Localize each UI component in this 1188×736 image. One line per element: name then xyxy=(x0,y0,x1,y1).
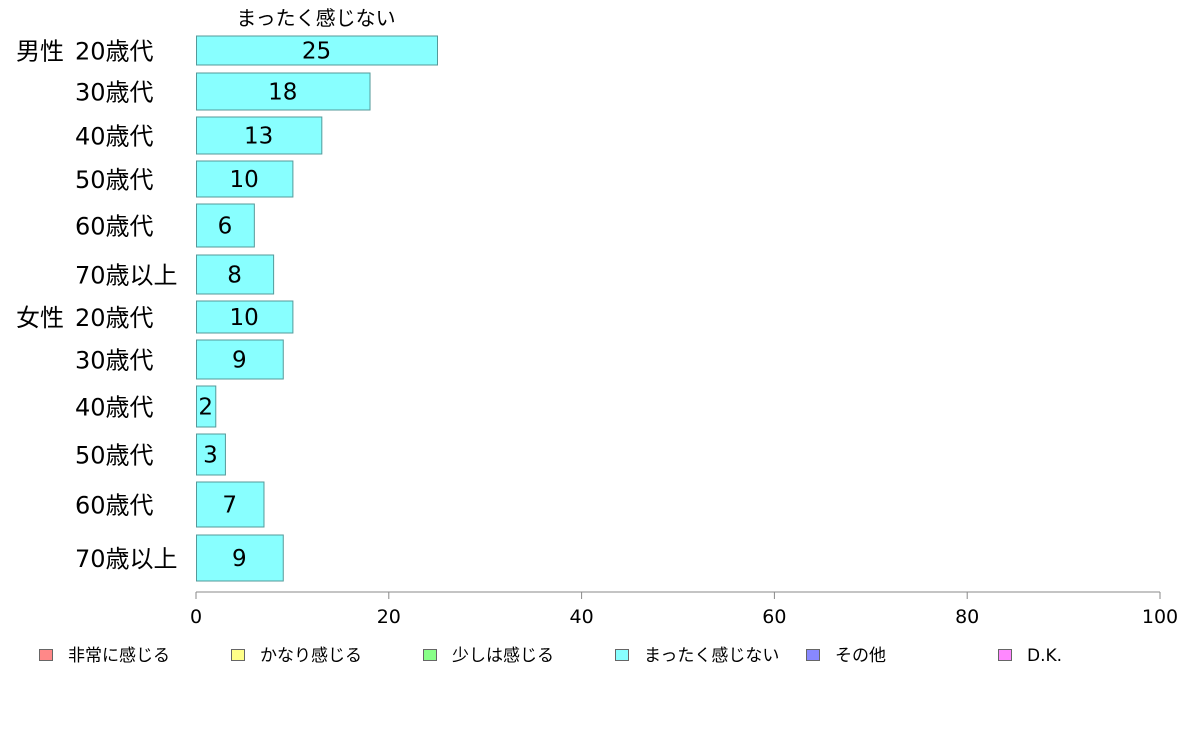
x-tick-label: 80 xyxy=(955,606,979,628)
bar-value-label: 13 xyxy=(244,124,273,150)
category-label: 30歳代 xyxy=(75,347,154,375)
bar xyxy=(196,339,284,380)
legend-swatch xyxy=(806,649,820,661)
legend-swatch xyxy=(998,649,1012,661)
bar-value-label: 25 xyxy=(302,39,331,65)
bar xyxy=(196,254,275,295)
bar xyxy=(196,160,294,198)
bar-value-label: 7 xyxy=(222,493,237,519)
chart-title: まったく感じない xyxy=(236,6,395,30)
category-label: 70歳以上 xyxy=(75,262,178,290)
bar-value-label: 10 xyxy=(230,305,259,331)
category-label: 50歳代 xyxy=(75,442,154,470)
bar xyxy=(196,300,294,334)
category-label: 40歳代 xyxy=(75,394,154,422)
bar xyxy=(196,481,265,528)
category-label: 60歳代 xyxy=(75,213,154,241)
legend-label: 少しは感じる xyxy=(452,646,554,666)
legend-swatch xyxy=(231,649,245,661)
category-label: 30歳代 xyxy=(75,79,154,107)
legend-label: まったく感じない xyxy=(644,646,779,666)
bar xyxy=(196,534,284,582)
x-tick-label: 100 xyxy=(1142,606,1178,628)
bar xyxy=(196,35,438,66)
bar-value-label: 2 xyxy=(198,395,213,421)
bars-group: 25 20歳代 18 30歳代 13 40歳代 10 50歳代 6 60歳代 8 70歳以上 10 20歳… xyxy=(16,35,438,582)
x-tick-label: 20 xyxy=(377,606,401,628)
category-label: 20歳代 xyxy=(75,38,154,66)
category-label: 60歳代 xyxy=(75,492,154,520)
bar-value-label: 3 xyxy=(203,443,218,469)
bar-value-label: 18 xyxy=(268,80,297,106)
legend-label: その他 xyxy=(835,646,886,666)
x-tick-label: 60 xyxy=(762,606,786,628)
category-label: 40歳代 xyxy=(75,123,154,151)
x-axis: 0 20 40 60 80 100 xyxy=(190,591,1178,628)
group-label: 女性 xyxy=(16,304,64,332)
bar-value-label: 8 xyxy=(227,263,242,289)
bar xyxy=(196,116,323,155)
bar-value-label: 6 xyxy=(218,214,233,240)
legend-swatch xyxy=(615,649,629,661)
legend-label: D.K. xyxy=(1027,646,1062,666)
category-label: 20歳代 xyxy=(75,304,154,332)
legend: 非常に感じる かなり感じる 少しは感じる まったく感じない その他 D.K. xyxy=(39,646,1062,666)
bar xyxy=(196,203,255,248)
bar xyxy=(196,385,217,428)
x-tick-label: 0 xyxy=(190,606,202,628)
x-tick-label: 40 xyxy=(570,606,594,628)
bar-value-label: 10 xyxy=(230,167,259,193)
bar-value-label: 9 xyxy=(232,348,247,374)
category-label: 70歳以上 xyxy=(75,545,178,573)
legend-swatch xyxy=(39,649,53,661)
group-label: 男性 xyxy=(16,38,64,66)
bar xyxy=(196,72,371,111)
category-label: 50歳代 xyxy=(75,166,154,194)
legend-label: かなり感じる xyxy=(260,646,362,666)
bar-value-label: 9 xyxy=(232,546,247,572)
bar xyxy=(196,433,226,476)
legend-swatch xyxy=(423,649,437,661)
legend-label: 非常に感じる xyxy=(68,646,170,666)
